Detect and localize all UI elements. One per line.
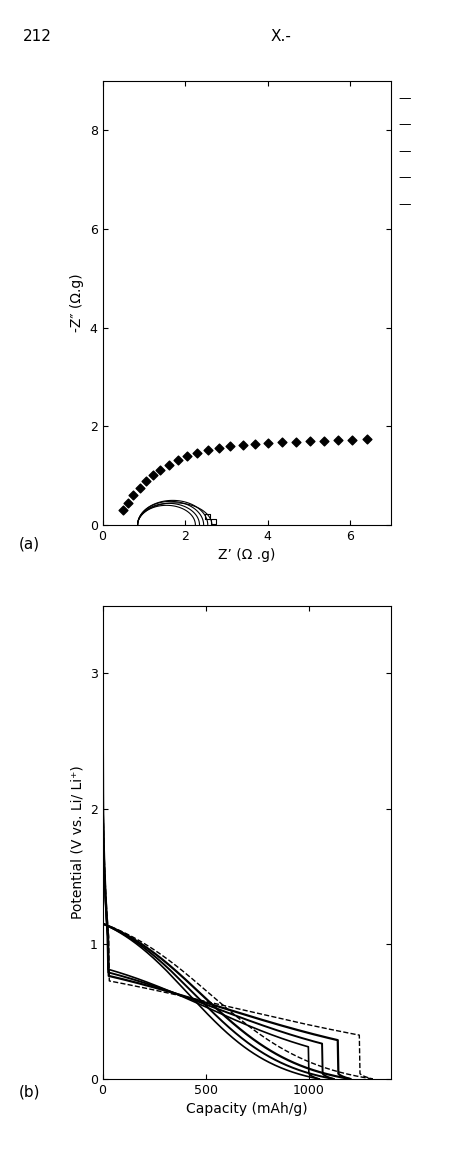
Point xyxy=(227,437,234,456)
Text: X.-: X.- xyxy=(270,29,291,44)
Text: —: — xyxy=(398,91,411,105)
X-axis label: Z’ (Ω .g): Z’ (Ω .g) xyxy=(218,548,276,562)
Point xyxy=(184,447,191,465)
Point xyxy=(349,430,356,449)
Text: (b): (b) xyxy=(19,1085,40,1100)
Point xyxy=(292,433,300,451)
Text: (a): (a) xyxy=(19,537,40,552)
Point xyxy=(157,460,164,479)
Point xyxy=(252,434,259,452)
Point xyxy=(142,471,150,489)
Y-axis label: Potential (V vs. Li/ Li⁺): Potential (V vs. Li/ Li⁺) xyxy=(70,765,84,920)
Point xyxy=(204,441,212,459)
Point xyxy=(278,433,286,451)
Text: 212: 212 xyxy=(23,29,52,44)
Point xyxy=(239,435,247,454)
Text: —: — xyxy=(398,144,411,158)
Point xyxy=(130,486,137,504)
Point xyxy=(194,443,201,462)
Point xyxy=(306,432,314,450)
Text: —: — xyxy=(398,171,411,185)
Point xyxy=(149,465,157,484)
Y-axis label: -Z″ (Ω.g): -Z″ (Ω.g) xyxy=(70,273,84,332)
Point xyxy=(204,507,212,525)
Point xyxy=(363,430,370,449)
Point xyxy=(124,494,132,512)
Point xyxy=(119,501,127,519)
Point xyxy=(174,451,181,470)
Point xyxy=(209,512,217,531)
Point xyxy=(334,430,342,449)
Text: —: — xyxy=(398,118,411,132)
Point xyxy=(320,432,328,450)
Point xyxy=(136,479,144,497)
Point xyxy=(265,434,272,452)
Text: —: — xyxy=(398,197,411,211)
X-axis label: Capacity (mAh/g): Capacity (mAh/g) xyxy=(186,1102,308,1116)
Point xyxy=(215,439,223,457)
Point xyxy=(165,456,172,474)
